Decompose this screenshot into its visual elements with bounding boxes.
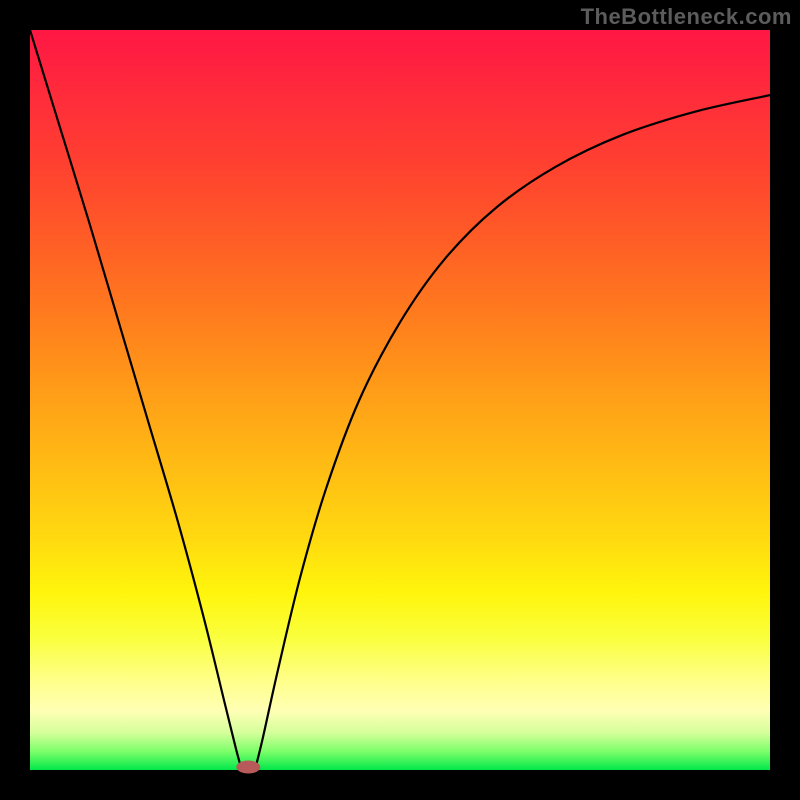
- bottleneck-marker: [236, 761, 260, 774]
- bottleneck-chart: [0, 0, 800, 800]
- watermark-text: TheBottleneck.com: [581, 4, 792, 30]
